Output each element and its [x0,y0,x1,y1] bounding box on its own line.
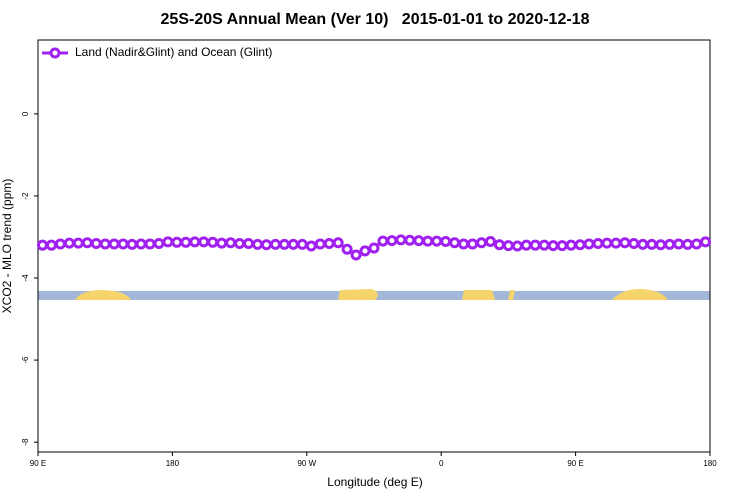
data-point [350,249,362,261]
data-point [368,242,380,254]
data-point [243,238,255,250]
data-point [153,238,165,250]
data-point [467,238,479,250]
land-ocean-strip [38,289,710,300]
data-point [126,238,138,250]
y-tick-label: -6 [21,356,30,364]
data-point [260,239,272,251]
data-point [529,239,541,251]
data-point [81,237,93,249]
data-point [700,236,712,248]
y-tick-label: -2 [21,192,30,200]
data-point [296,238,308,250]
data-point [682,238,694,250]
data-point [36,239,48,251]
data-point [655,239,667,251]
data-point [610,237,622,249]
data-point [63,237,75,249]
data-point [269,238,281,250]
data-point [431,235,443,247]
data-point [171,236,183,248]
x-tick-label: 0 [439,459,444,468]
data-point [556,240,568,252]
data-point [377,235,389,247]
data-point [449,237,461,249]
data-point [341,243,353,255]
y-tick-label: 0 [21,111,30,116]
data-point [484,235,496,247]
data-point [287,238,299,250]
data-point [252,238,264,250]
x-tick-label: 90 W [297,459,316,468]
data-point [422,235,434,247]
x-tick-label: 90 E [567,459,583,468]
data-point [314,238,326,250]
y-tick-label: -4 [21,274,30,282]
data-point [601,237,613,249]
data-point [278,238,290,250]
data-point [395,234,407,246]
x-tick-label: 90 E [30,459,46,468]
data-point [99,238,111,250]
legend: Land (Nadir&Glint) and Ocean (Glint) [42,45,272,59]
data-point [135,238,147,250]
data-point [216,237,228,249]
data-point [511,240,523,252]
data-point [323,238,335,250]
data-point [108,238,120,250]
data-point [440,235,452,247]
data-point [413,235,425,247]
data-point [305,240,317,252]
data-point [592,238,604,250]
data-point [198,236,210,248]
data-point [207,236,219,248]
data-point [234,238,246,250]
data-point [673,238,685,250]
y-axis-label: XCO2 - MLO trend (ppm) [0,179,14,314]
data-point [637,238,649,250]
x-axis-label: Longitude (deg E) [327,475,422,489]
data-point [54,238,66,250]
data-point [502,240,514,252]
data-point [547,240,559,252]
data-point [458,238,470,250]
data-point [162,236,174,248]
data-point [538,239,550,251]
legend-marker [49,47,61,59]
data-point [493,239,505,251]
data-point [565,239,577,251]
data-point [619,237,631,249]
legend-label: Land (Nadir&Glint) and Ocean (Glint) [75,45,272,59]
data-point [359,245,371,257]
data-point [144,238,156,250]
data-point [180,236,192,248]
data-point [225,237,237,249]
data-point [646,238,658,250]
data-point [117,238,129,250]
data-point [476,237,488,249]
data-point [90,238,102,250]
data-point [628,238,640,250]
data-point [332,237,344,249]
x-tick-label: 180 [703,459,717,468]
chart-title: 25S-20S Annual Mean (Ver 10) 2015-01-01 … [161,11,590,28]
x-tick-label: 180 [166,459,180,468]
data-point [691,238,703,250]
data-point [520,239,532,251]
data-point [404,234,416,246]
data-point [72,237,84,249]
data-point [583,238,595,250]
data-point [386,235,398,247]
data-point [45,239,57,251]
data-point [189,236,201,248]
data-point [664,238,676,250]
data-point [574,239,586,251]
y-tick-label: -8 [21,438,30,446]
